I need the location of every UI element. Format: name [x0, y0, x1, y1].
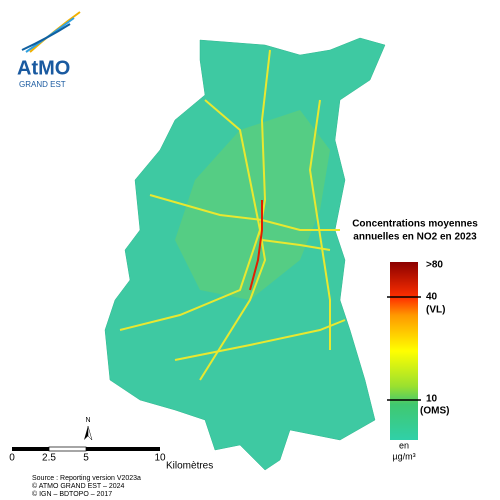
legend-unit: en [399, 440, 409, 450]
legend-label: 10 [426, 394, 438, 405]
logo-subtitle: GRAND EST [19, 80, 66, 89]
scale-label: 5 [83, 453, 89, 464]
legend-label: (VL) [426, 305, 445, 316]
legend-label: >80 [426, 260, 443, 271]
color-bar [390, 262, 418, 440]
legend-label: (OMS) [420, 406, 449, 417]
source-text: Source : Reporting version V2023a [32, 475, 141, 482]
legend-title: annuelles en NO2 en 2023 [353, 232, 477, 243]
scale-bar: 0 2.5 5 10 Kilomètres [9, 446, 213, 472]
legend-label: 40 [426, 292, 438, 303]
legend-title: Concentrations moyennes [352, 219, 478, 230]
scale-unit: Kilomètres [166, 461, 213, 472]
scale-label: 2.5 [42, 453, 56, 464]
map [104, 37, 386, 471]
urban-area [175, 110, 330, 300]
logo-name: AtMO [17, 57, 70, 79]
logo: AtMO GRAND EST [17, 11, 81, 89]
north-arrow: N [84, 417, 93, 441]
scale-label: 10 [154, 453, 166, 464]
source-text: © ATMO GRAND EST – 2024 [32, 482, 125, 490]
source-text: © IGN – BDTOPO – 2017 [32, 490, 112, 498]
main-road [249, 200, 263, 291]
legend-unit: µg/m³ [392, 451, 415, 461]
north-label: N [85, 417, 90, 424]
scale-label: 0 [9, 453, 15, 464]
